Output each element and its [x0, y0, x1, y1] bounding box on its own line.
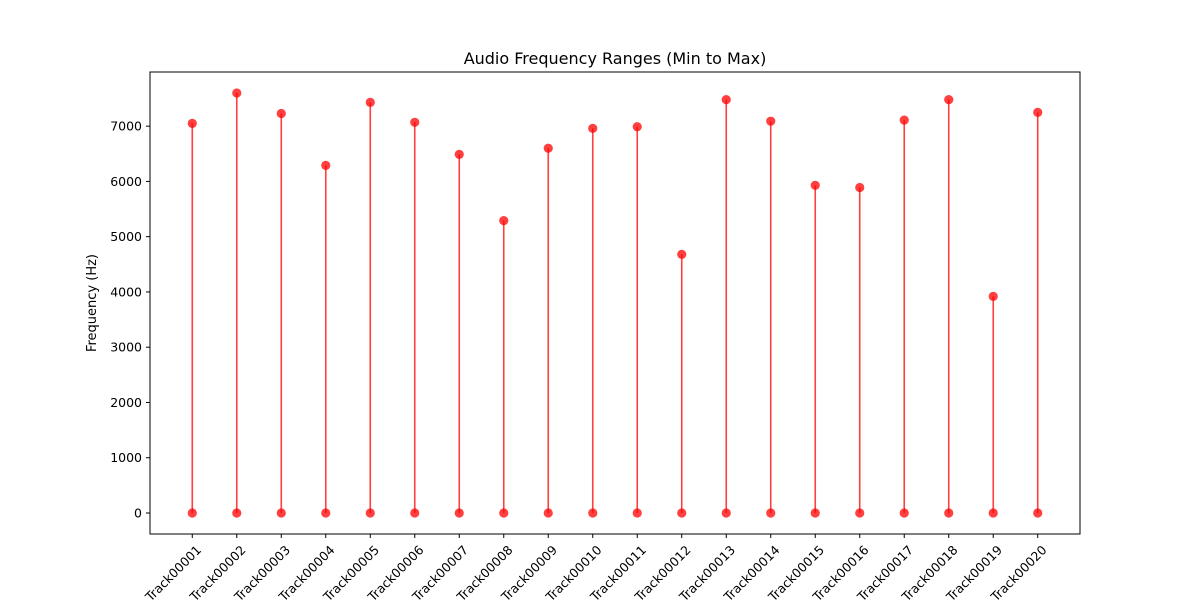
min-point	[766, 508, 776, 518]
min-point	[899, 508, 909, 518]
min-point	[721, 508, 731, 518]
max-point	[410, 117, 420, 127]
y-tick-label: 1000	[110, 450, 142, 465]
min-point	[988, 508, 998, 518]
min-point	[454, 508, 464, 518]
y-tick-label: 0	[134, 506, 142, 521]
y-tick-label: 3000	[110, 340, 142, 355]
min-point	[543, 508, 553, 518]
min-point	[632, 508, 642, 518]
max-point	[321, 160, 331, 170]
max-point	[499, 216, 509, 226]
y-tick-label: 6000	[110, 174, 142, 189]
y-axis-label: Frequency (Hz)	[85, 254, 100, 352]
max-point	[632, 122, 642, 132]
max-point	[855, 182, 865, 193]
plot-frame	[149, 71, 1081, 535]
min-point	[410, 508, 420, 518]
min-point	[944, 508, 954, 518]
min-point	[276, 508, 286, 518]
max-point	[1033, 107, 1043, 117]
max-point	[677, 249, 687, 259]
max-point	[276, 108, 286, 119]
max-point	[810, 180, 820, 190]
y-tick-label: 2000	[110, 395, 142, 410]
y-axis-ticks: 0 1000 2000 3000 4000 5000 6000 7000	[110, 119, 150, 521]
max-point	[588, 123, 598, 133]
chart-title: Audio Frequency Ranges (Min to Max)	[464, 49, 767, 68]
min-point	[855, 508, 865, 518]
data-marks	[187, 88, 1043, 518]
min-point	[677, 508, 687, 518]
min-point	[321, 508, 331, 518]
max-point	[988, 291, 998, 301]
min-point	[232, 508, 242, 518]
min-point	[499, 508, 509, 518]
max-point	[543, 143, 553, 153]
max-point	[721, 95, 731, 105]
y-tick-label: 5000	[110, 229, 142, 244]
max-point	[454, 149, 464, 159]
min-point	[1033, 508, 1043, 518]
max-point	[766, 116, 776, 126]
y-tick-label: 4000	[110, 284, 142, 299]
y-tick-label: 7000	[110, 119, 142, 134]
max-point	[944, 95, 954, 105]
max-point	[187, 118, 197, 128]
max-point	[365, 97, 375, 107]
min-point	[365, 508, 375, 518]
max-point	[899, 115, 909, 125]
max-point	[232, 88, 242, 98]
min-point	[187, 508, 197, 518]
min-point	[810, 508, 820, 518]
min-point	[588, 508, 598, 518]
